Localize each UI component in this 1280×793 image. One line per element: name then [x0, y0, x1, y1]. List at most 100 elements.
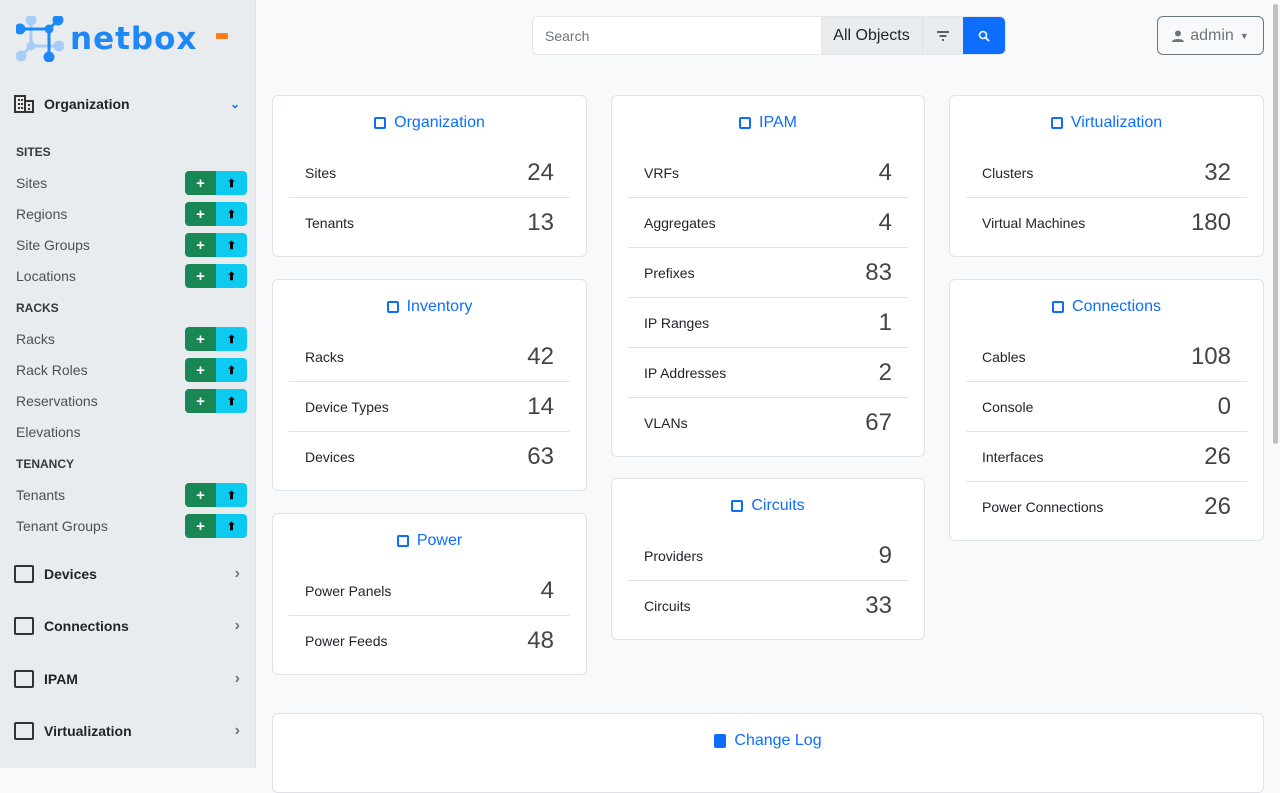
add-button[interactable]: + [185, 202, 216, 226]
import-button[interactable]: ⬆ [216, 514, 247, 538]
add-button[interactable]: + [185, 233, 216, 257]
row-count: 24 [527, 158, 554, 186]
import-button[interactable]: ⬆ [216, 327, 247, 351]
sidebar-item-racks[interactable]: Racks + ⬆ [16, 327, 247, 351]
row-label: IP Ranges [644, 314, 710, 331]
card-row-providers[interactable]: Providers 9 [628, 531, 908, 581]
card-row-circuits[interactable]: Circuits 33 [628, 581, 908, 631]
card-title-link[interactable]: Connections [1072, 298, 1161, 315]
sidebar-group-heading: RACKS [16, 301, 59, 315]
sidebar-item-regions[interactable]: Regions + ⬆ [16, 202, 247, 226]
row-count: 4 [878, 208, 892, 236]
scrollbar[interactable] [1273, 4, 1278, 444]
add-button[interactable]: + [185, 514, 216, 538]
sidebar-item-label: Elevations [16, 424, 81, 440]
add-button[interactable]: + [185, 389, 216, 413]
row-label: IP Addresses [644, 364, 727, 381]
import-button[interactable]: ⬆ [216, 264, 247, 288]
card-row-aggregates[interactable]: Aggregates 4 [628, 198, 908, 248]
card-row-prefixes[interactable]: Prefixes 83 [628, 248, 908, 298]
card-title-link[interactable]: Circuits [751, 497, 805, 514]
netbox-logo[interactable]: netbox [16, 16, 197, 62]
sidebar-item-sites[interactable]: Sites + ⬆ [16, 171, 247, 195]
row-label: Power Connections [982, 499, 1104, 515]
add-button[interactable]: + [185, 327, 216, 351]
card-title-link[interactable]: Organization [394, 114, 485, 131]
row-label: Clusters [982, 164, 1034, 181]
card-row-console[interactable]: Console 0 [966, 382, 1247, 432]
add-button[interactable]: + [185, 358, 216, 382]
card-row-virtual-machines[interactable]: Virtual Machines 180 [966, 198, 1247, 248]
ipam-icon [739, 117, 752, 129]
card-row-sites[interactable]: Sites 24 [289, 148, 570, 198]
sidebar-item-elevations[interactable]: Elevations [16, 420, 247, 444]
card-row-interfaces[interactable]: Interfaces 26 [966, 432, 1247, 482]
import-button[interactable]: ⬆ [216, 202, 247, 226]
sidebar-item-reservations[interactable]: Reservations + ⬆ [16, 389, 247, 413]
card-header: Organization [289, 96, 570, 148]
section-label: Devices [44, 566, 97, 582]
search-input[interactable] [533, 17, 821, 54]
import-button[interactable]: ⬆ [216, 233, 247, 257]
sidebar-section-devices[interactable]: Devices › [14, 565, 240, 583]
card-row-power-connections[interactable]: Power Connections 26 [966, 482, 1247, 532]
card-row-vlans[interactable]: VLANs 67 [628, 398, 908, 448]
card-row-clusters[interactable]: Clusters 32 [966, 148, 1247, 198]
card-row-cables[interactable]: Cables 108 [966, 332, 1247, 382]
item-actions: + ⬆ [185, 233, 247, 257]
ipam-icon [14, 669, 34, 688]
card-row-tenants[interactable]: Tenants 13 [289, 198, 570, 248]
sidebar-section-virtualization[interactable]: Virtualization › [14, 721, 240, 740]
import-button[interactable]: ⬆ [216, 483, 247, 507]
import-button[interactable]: ⬆ [216, 358, 247, 382]
search-scope-select[interactable]: All Objects [821, 17, 922, 54]
card-row-power-feeds[interactable]: Power Feeds 48 [289, 616, 570, 666]
card-row-ip-addresses[interactable]: IP Addresses 2 [628, 348, 908, 398]
card-row-ip-ranges[interactable]: IP Ranges 1 [628, 298, 908, 348]
row-count: 13 [527, 209, 554, 236]
chevron-right-icon: › [234, 565, 240, 582]
sidebar-item-label: Regions [16, 206, 68, 222]
import-button[interactable]: ⬆ [216, 171, 247, 195]
inventory-card: Inventory Racks 42 Device Types 14 Devices 63 [272, 279, 587, 491]
card-title-link[interactable]: Power [416, 532, 463, 549]
monitor-icon [14, 721, 34, 740]
lightning-icon [396, 535, 409, 547]
sidebar-item-rack-roles[interactable]: Rack Roles + ⬆ [16, 358, 247, 382]
sidebar-item-label: Rack Roles [16, 362, 88, 378]
item-actions: + ⬆ [185, 483, 247, 507]
card-title-link[interactable]: Inventory [406, 298, 473, 315]
sidebar-item-tenant-groups[interactable]: Tenant Groups + ⬆ [16, 514, 247, 538]
user-menu-button[interactable]: admin ▼ [1157, 16, 1264, 55]
sidebar-section-ipam[interactable]: IPAM › [14, 669, 240, 688]
row-count: 0 [1217, 392, 1231, 420]
sidebar-item-label: Tenant Groups [16, 518, 108, 534]
add-button[interactable]: + [185, 264, 216, 288]
sidebar-item-locations[interactable]: Locations + ⬆ [16, 264, 247, 288]
sidebar-item-tenants[interactable]: Tenants + ⬆ [16, 483, 247, 507]
import-button[interactable]: ⬆ [216, 389, 247, 413]
card-title-link[interactable]: Virtualization [1070, 114, 1163, 131]
row-label: Sites [305, 164, 337, 181]
section-label: IPAM [44, 670, 78, 687]
add-button[interactable]: + [185, 483, 216, 507]
filter-button[interactable] [922, 17, 963, 54]
card-row-racks[interactable]: Racks 42 [289, 332, 570, 382]
pin-icon[interactable] [216, 33, 228, 39]
cable-icon [1052, 301, 1065, 313]
search-button[interactable] [963, 17, 1005, 54]
card-header: Circuits [628, 479, 908, 531]
sidebar-item-site-groups[interactable]: Site Groups + ⬆ [16, 233, 247, 257]
row-count: 67 [865, 409, 892, 436]
sidebar-section-connections[interactable]: Connections › [14, 617, 240, 636]
card-row-power-panels[interactable]: Power Panels 4 [289, 566, 570, 616]
card-title-link[interactable]: IPAM [759, 114, 797, 131]
row-label: Prefixes [644, 264, 695, 281]
card-row-devices[interactable]: Devices 63 [289, 432, 570, 482]
sidebar-section-organization[interactable]: Organization ⌄ [14, 95, 240, 113]
card-row-vrfs[interactable]: VRFs 4 [628, 148, 908, 198]
row-count: 63 [527, 443, 554, 470]
brand-name: netbox [70, 21, 198, 57]
card-row-device-types[interactable]: Device Types 14 [289, 382, 570, 432]
add-button[interactable]: + [185, 171, 216, 195]
